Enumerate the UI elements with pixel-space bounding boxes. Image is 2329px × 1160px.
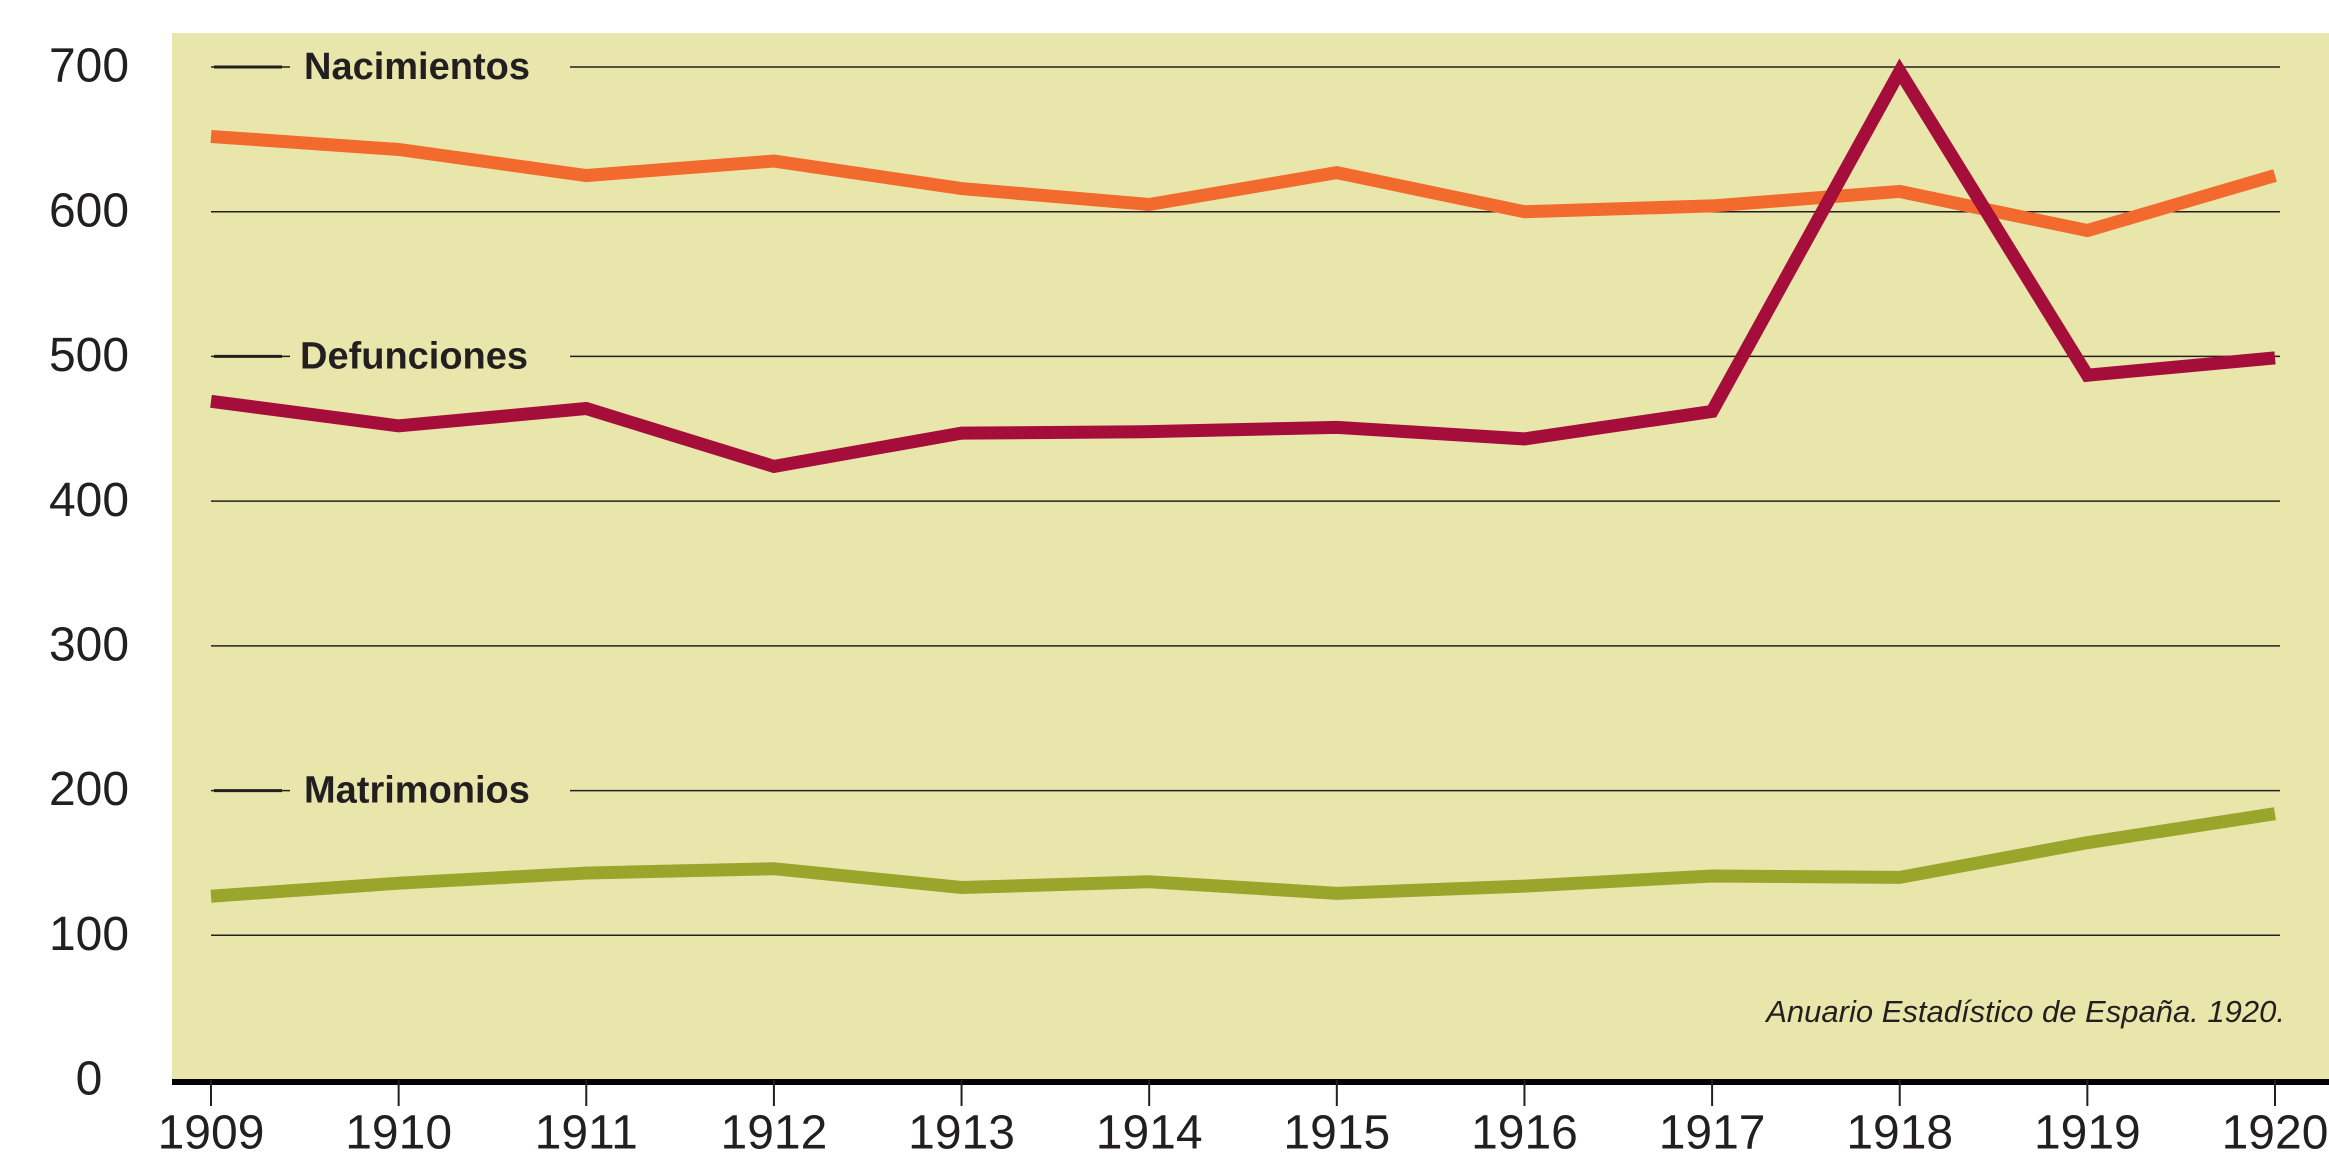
x-tick-label: 1911 — [535, 1107, 638, 1160]
source-note: Anuario Estadístico de España. 1920. — [1764, 994, 2285, 1029]
y-tick-label: 600 — [49, 184, 129, 237]
legend-label: Nacimientos — [304, 46, 530, 88]
y-tick-label: 300 — [49, 619, 129, 672]
y-tick-label: 400 — [49, 474, 129, 527]
chart: Anuario Estadístico de España. 1920. 0 10… — [0, 0, 2329, 1160]
y-tick-label: 0 — [76, 1053, 103, 1106]
x-tick-label: 1916 — [1471, 1107, 1578, 1160]
x-tick-label: 1917 — [1659, 1107, 1766, 1160]
legend-label: Defunciones — [300, 335, 528, 377]
y-tick-label: 700 — [49, 40, 129, 93]
x-tick-label: 1912 — [721, 1107, 828, 1160]
x-tick-label: 1919 — [2034, 1107, 2141, 1160]
x-tick-label: 1913 — [908, 1107, 1015, 1160]
y-tick-label: 200 — [49, 763, 129, 816]
x-tick-label: 1914 — [1096, 1107, 1203, 1160]
x-tick-label: 1918 — [1846, 1107, 1953, 1160]
x-tick-label: 1915 — [1283, 1107, 1390, 1160]
x-tick-label: 1910 — [345, 1107, 452, 1160]
y-tick-label: 500 — [49, 329, 129, 382]
x-tick-label: 1909 — [158, 1107, 265, 1160]
legend-label: Matrimonios — [304, 770, 530, 812]
x-tick-label: 1920 — [2222, 1107, 2329, 1160]
y-tick-label: 100 — [49, 908, 129, 961]
